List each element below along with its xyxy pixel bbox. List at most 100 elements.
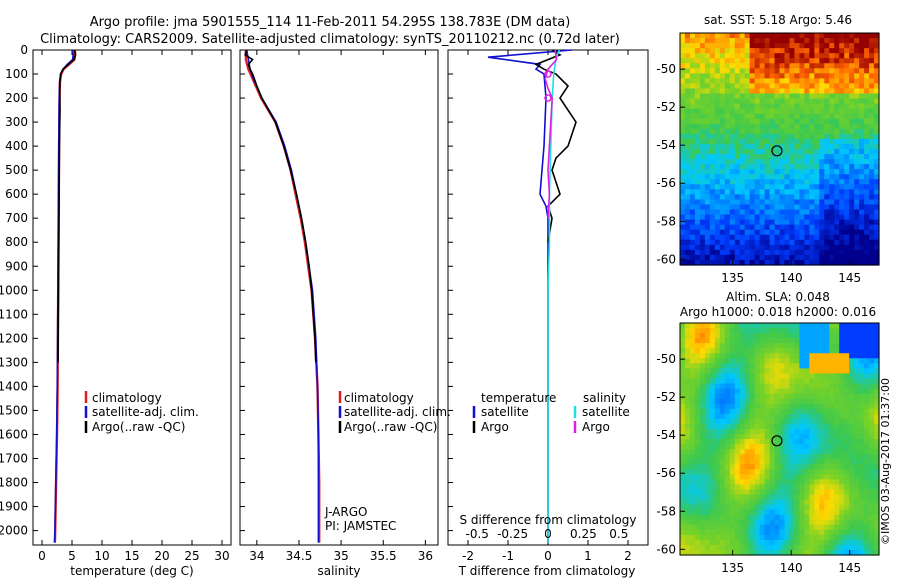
map-cell xyxy=(739,123,746,130)
map-cell xyxy=(814,519,820,526)
map-cell xyxy=(694,343,701,349)
map-cell xyxy=(714,499,721,506)
y-tick-label: -50 xyxy=(656,62,676,76)
map-cell xyxy=(824,194,830,201)
map-cell xyxy=(829,123,835,130)
map-cell xyxy=(869,524,875,531)
map-cell xyxy=(699,534,706,541)
map-cell xyxy=(849,363,855,369)
map-cell xyxy=(694,323,701,329)
map-cell xyxy=(839,529,845,536)
map-cell xyxy=(804,234,810,241)
map-cell xyxy=(784,333,791,339)
map-cell xyxy=(724,408,731,415)
map-cell xyxy=(844,123,850,130)
map-cell xyxy=(689,514,696,521)
map-cell xyxy=(839,189,845,195)
map-cell xyxy=(779,194,786,201)
map-cell xyxy=(859,143,865,150)
sla-map: 135 140 145-50-52-54-56-58-60 xyxy=(656,323,880,575)
map-cell xyxy=(824,209,830,216)
map-cell xyxy=(729,353,736,359)
map-cell xyxy=(719,154,726,160)
map-cell xyxy=(829,333,835,339)
map-cell xyxy=(734,219,741,226)
map-cell xyxy=(799,53,805,59)
map-cell xyxy=(689,63,696,69)
map-cell xyxy=(859,388,865,395)
map-cell xyxy=(869,529,875,536)
map-cell xyxy=(699,63,706,69)
map-cell xyxy=(744,98,751,105)
map-cell xyxy=(774,494,781,501)
map-cell xyxy=(754,128,761,135)
map-cell xyxy=(804,63,810,69)
map-cell xyxy=(859,338,865,344)
map-cell xyxy=(699,93,706,100)
map-cell xyxy=(769,524,776,531)
map-cell xyxy=(709,78,716,85)
map-cell xyxy=(724,259,731,266)
map-cell xyxy=(739,323,746,329)
map-cell xyxy=(684,524,691,531)
map-cell xyxy=(819,194,825,201)
map-cell xyxy=(809,143,815,150)
map-cell xyxy=(829,323,835,329)
map-cell xyxy=(869,539,875,546)
map-cell xyxy=(744,48,751,54)
figure-title-line2: Climatology: CARS2009. Satellite-adjuste… xyxy=(40,32,620,47)
map-cell xyxy=(719,149,726,155)
map-cell xyxy=(699,363,706,369)
map-cell xyxy=(809,459,815,465)
map-cell xyxy=(734,214,741,221)
map-cell xyxy=(759,103,766,110)
map-cell xyxy=(689,154,696,160)
map-cell xyxy=(789,98,796,105)
map-cell xyxy=(719,408,726,415)
map-cell xyxy=(744,169,751,175)
map-cell xyxy=(859,328,865,334)
map-cell xyxy=(704,58,711,64)
map-cell xyxy=(734,169,741,175)
map-cell xyxy=(689,159,696,165)
map-cell xyxy=(694,88,701,95)
map-cell xyxy=(824,499,830,506)
map-cell xyxy=(794,368,800,375)
map-cell xyxy=(764,348,771,354)
map-cell xyxy=(739,118,746,125)
map-cell xyxy=(869,494,875,501)
map-cell xyxy=(680,529,686,536)
map-cell xyxy=(854,544,860,551)
map-cell xyxy=(684,254,691,261)
map-cell xyxy=(829,128,835,135)
map-cell xyxy=(779,123,786,130)
map-cell xyxy=(689,539,696,546)
map-cell xyxy=(809,108,815,115)
map-cell xyxy=(699,433,706,440)
map-cell xyxy=(749,328,756,334)
map-cell xyxy=(719,474,726,480)
map-cell xyxy=(709,499,716,506)
map-cell xyxy=(819,159,825,165)
map-cell xyxy=(689,439,696,445)
map-cell xyxy=(789,43,796,49)
map-cell xyxy=(809,494,815,501)
map-cell xyxy=(714,494,721,501)
map-cell xyxy=(839,464,845,470)
map-cell xyxy=(859,353,865,359)
map-cell xyxy=(759,204,766,211)
map-cell xyxy=(774,149,781,155)
map-cell xyxy=(744,184,751,190)
legend-label-climatology: climatology xyxy=(92,391,162,405)
map-cell xyxy=(789,83,796,90)
map-cell xyxy=(814,464,820,470)
map-cell xyxy=(834,143,840,150)
map-cell xyxy=(844,343,850,349)
map-cell xyxy=(779,33,786,39)
map-cell xyxy=(774,169,781,175)
map-cell xyxy=(689,239,696,246)
map-cell xyxy=(749,403,756,410)
map-cell xyxy=(680,353,686,359)
map-cell xyxy=(804,38,810,44)
map-cell xyxy=(719,504,726,511)
